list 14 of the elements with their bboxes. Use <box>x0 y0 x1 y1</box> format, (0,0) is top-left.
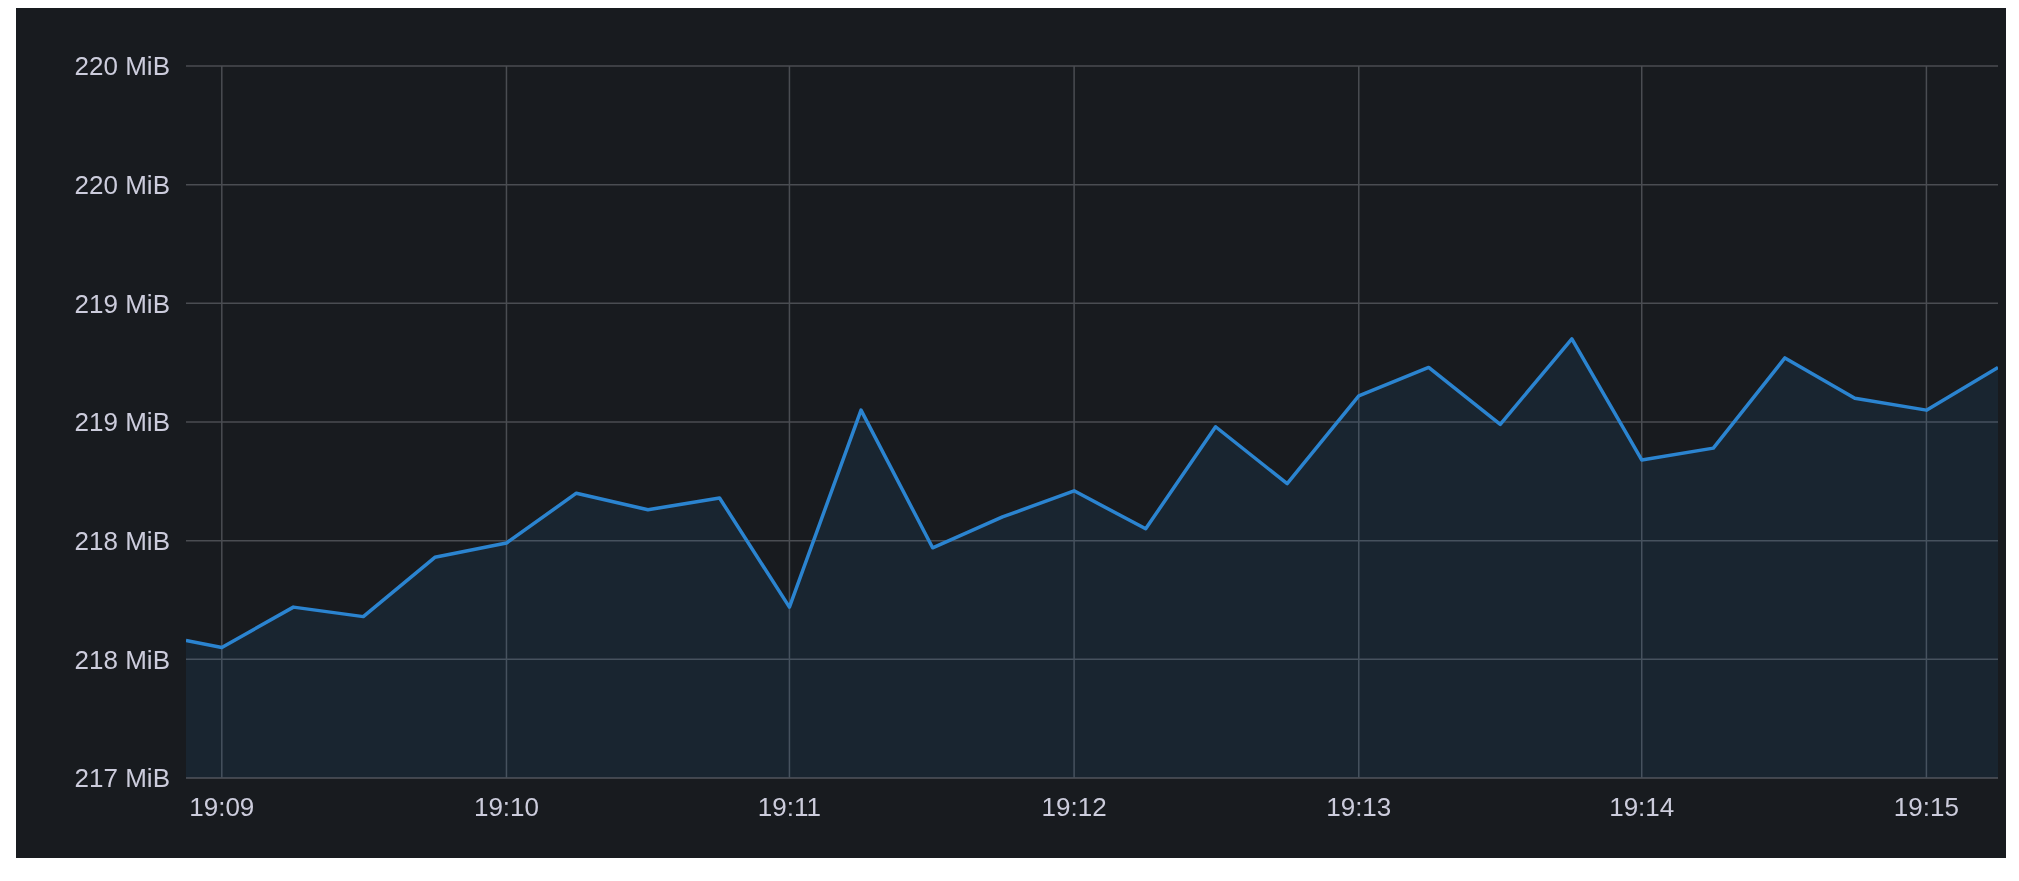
x-tick-label: 19:15 <box>1893 792 1959 823</box>
y-tick-label: 220 MiB <box>74 51 170 82</box>
x-tick-label: 19:14 <box>1609 792 1675 823</box>
x-tick-label: 19:12 <box>1041 792 1107 823</box>
y-tick-label: 217 MiB <box>74 763 170 794</box>
x-tick-label: 19:11 <box>757 792 821 823</box>
y-tick-label: 219 MiB <box>74 288 170 319</box>
y-tick-label: 219 MiB <box>74 407 170 438</box>
x-tick-label: 19:13 <box>1326 792 1392 823</box>
y-tick-label: 218 MiB <box>74 644 170 675</box>
y-tick-label: 218 MiB <box>74 525 170 556</box>
x-tick-label: 19:10 <box>473 792 540 823</box>
y-tick-label: 220 MiB <box>74 169 170 200</box>
x-tick-label: 19:09 <box>189 792 255 823</box>
